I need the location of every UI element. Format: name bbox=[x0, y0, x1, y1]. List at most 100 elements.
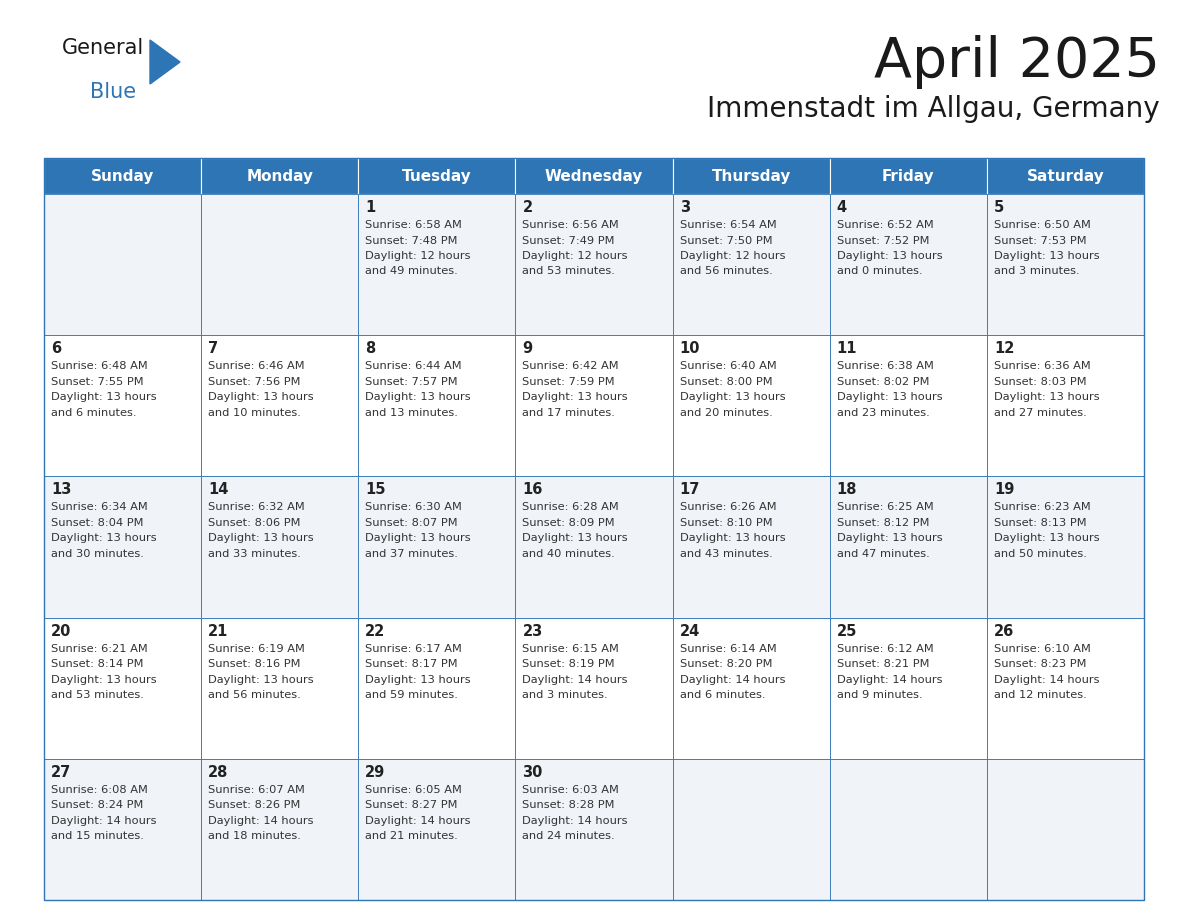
Text: Daylight: 14 hours: Daylight: 14 hours bbox=[51, 816, 157, 826]
Bar bbox=[201, 335, 359, 476]
Text: Sunrise: 6:50 AM: Sunrise: 6:50 AM bbox=[994, 220, 1091, 230]
Text: Sunrise: 6:28 AM: Sunrise: 6:28 AM bbox=[523, 502, 619, 512]
Bar bbox=[44, 759, 201, 900]
Bar bbox=[829, 335, 987, 476]
Text: Daylight: 13 hours: Daylight: 13 hours bbox=[836, 533, 942, 543]
Text: Sunset: 7:48 PM: Sunset: 7:48 PM bbox=[365, 236, 457, 245]
Text: and 17 minutes.: and 17 minutes. bbox=[523, 408, 615, 418]
Text: Sunrise: 6:54 AM: Sunrise: 6:54 AM bbox=[680, 220, 776, 230]
Text: and 53 minutes.: and 53 minutes. bbox=[523, 266, 615, 276]
Text: 24: 24 bbox=[680, 623, 700, 639]
Text: Sunrise: 6:19 AM: Sunrise: 6:19 AM bbox=[208, 644, 305, 654]
Text: and 15 minutes.: and 15 minutes. bbox=[51, 832, 144, 841]
Text: Sunrise: 6:25 AM: Sunrise: 6:25 AM bbox=[836, 502, 934, 512]
Bar bbox=[516, 158, 672, 194]
Text: 28: 28 bbox=[208, 765, 228, 779]
Text: Sunrise: 6:12 AM: Sunrise: 6:12 AM bbox=[836, 644, 934, 654]
Text: and 13 minutes.: and 13 minutes. bbox=[365, 408, 459, 418]
Text: 1: 1 bbox=[365, 200, 375, 215]
Text: 23: 23 bbox=[523, 623, 543, 639]
Text: Sunrise: 6:17 AM: Sunrise: 6:17 AM bbox=[365, 644, 462, 654]
Text: Sunset: 8:20 PM: Sunset: 8:20 PM bbox=[680, 659, 772, 669]
Bar bbox=[201, 618, 359, 759]
Text: 29: 29 bbox=[365, 765, 386, 779]
Bar bbox=[359, 618, 516, 759]
Text: Monday: Monday bbox=[246, 169, 314, 184]
Bar bbox=[829, 194, 987, 335]
Bar bbox=[829, 759, 987, 900]
Text: Daylight: 13 hours: Daylight: 13 hours bbox=[523, 533, 628, 543]
Text: Daylight: 14 hours: Daylight: 14 hours bbox=[523, 816, 628, 826]
Text: Daylight: 12 hours: Daylight: 12 hours bbox=[680, 251, 785, 261]
Text: Sunset: 8:14 PM: Sunset: 8:14 PM bbox=[51, 659, 144, 669]
Text: and 3 minutes.: and 3 minutes. bbox=[994, 266, 1080, 276]
Text: Sunset: 8:24 PM: Sunset: 8:24 PM bbox=[51, 800, 144, 811]
Bar bbox=[829, 158, 987, 194]
Text: Sunset: 8:17 PM: Sunset: 8:17 PM bbox=[365, 659, 457, 669]
Polygon shape bbox=[150, 40, 181, 84]
Bar bbox=[359, 194, 516, 335]
Bar bbox=[672, 476, 829, 618]
Text: and 12 minutes.: and 12 minutes. bbox=[994, 690, 1087, 700]
Text: 6: 6 bbox=[51, 341, 61, 356]
Bar bbox=[829, 476, 987, 618]
Text: Sunset: 7:55 PM: Sunset: 7:55 PM bbox=[51, 376, 144, 386]
Text: Sunrise: 6:56 AM: Sunrise: 6:56 AM bbox=[523, 220, 619, 230]
Text: Sunrise: 6:36 AM: Sunrise: 6:36 AM bbox=[994, 361, 1091, 371]
Text: and 33 minutes.: and 33 minutes. bbox=[208, 549, 301, 559]
Text: Daylight: 13 hours: Daylight: 13 hours bbox=[994, 533, 1099, 543]
Bar bbox=[672, 335, 829, 476]
Bar bbox=[359, 158, 516, 194]
Bar bbox=[516, 618, 672, 759]
Text: 30: 30 bbox=[523, 765, 543, 779]
Text: 21: 21 bbox=[208, 623, 228, 639]
Text: Sunset: 8:27 PM: Sunset: 8:27 PM bbox=[365, 800, 457, 811]
Text: and 23 minutes.: and 23 minutes. bbox=[836, 408, 929, 418]
Bar bbox=[359, 335, 516, 476]
Text: Sunset: 7:57 PM: Sunset: 7:57 PM bbox=[365, 376, 457, 386]
Text: and 49 minutes.: and 49 minutes. bbox=[365, 266, 459, 276]
Text: Sunrise: 6:08 AM: Sunrise: 6:08 AM bbox=[51, 785, 147, 795]
Text: Sunrise: 6:15 AM: Sunrise: 6:15 AM bbox=[523, 644, 619, 654]
Text: and 56 minutes.: and 56 minutes. bbox=[208, 690, 301, 700]
Text: Thursday: Thursday bbox=[712, 169, 791, 184]
Text: 26: 26 bbox=[994, 623, 1015, 639]
Bar bbox=[672, 194, 829, 335]
Text: Daylight: 13 hours: Daylight: 13 hours bbox=[208, 675, 314, 685]
Text: Immenstadt im Allgau, Germany: Immenstadt im Allgau, Germany bbox=[707, 95, 1159, 123]
Text: Daylight: 12 hours: Daylight: 12 hours bbox=[365, 251, 470, 261]
Text: 14: 14 bbox=[208, 482, 228, 498]
Text: and 9 minutes.: and 9 minutes. bbox=[836, 690, 922, 700]
Text: Sunset: 7:50 PM: Sunset: 7:50 PM bbox=[680, 236, 772, 245]
Text: Sunset: 7:59 PM: Sunset: 7:59 PM bbox=[523, 376, 615, 386]
Text: Tuesday: Tuesday bbox=[402, 169, 472, 184]
Text: Saturday: Saturday bbox=[1026, 169, 1105, 184]
Text: Daylight: 13 hours: Daylight: 13 hours bbox=[365, 392, 470, 402]
Bar bbox=[359, 759, 516, 900]
Text: 15: 15 bbox=[365, 482, 386, 498]
Text: Sunrise: 6:26 AM: Sunrise: 6:26 AM bbox=[680, 502, 776, 512]
Bar bbox=[201, 476, 359, 618]
Text: and 30 minutes.: and 30 minutes. bbox=[51, 549, 144, 559]
Text: Sunset: 8:03 PM: Sunset: 8:03 PM bbox=[994, 376, 1087, 386]
Bar bbox=[516, 476, 672, 618]
Text: 5: 5 bbox=[994, 200, 1004, 215]
Text: Sunrise: 6:48 AM: Sunrise: 6:48 AM bbox=[51, 361, 147, 371]
Bar bbox=[987, 194, 1144, 335]
Text: Daylight: 13 hours: Daylight: 13 hours bbox=[208, 533, 314, 543]
Text: 13: 13 bbox=[51, 482, 71, 498]
Text: and 56 minutes.: and 56 minutes. bbox=[680, 266, 772, 276]
Bar bbox=[672, 158, 829, 194]
Bar bbox=[44, 618, 201, 759]
Text: Sunset: 8:07 PM: Sunset: 8:07 PM bbox=[365, 518, 457, 528]
Text: General: General bbox=[62, 38, 144, 58]
Text: Sunset: 8:02 PM: Sunset: 8:02 PM bbox=[836, 376, 929, 386]
Bar bbox=[201, 759, 359, 900]
Bar bbox=[987, 476, 1144, 618]
Text: and 37 minutes.: and 37 minutes. bbox=[365, 549, 459, 559]
Bar bbox=[44, 158, 201, 194]
Text: Daylight: 14 hours: Daylight: 14 hours bbox=[680, 675, 785, 685]
Text: Sunrise: 6:30 AM: Sunrise: 6:30 AM bbox=[365, 502, 462, 512]
Text: Sunrise: 6:46 AM: Sunrise: 6:46 AM bbox=[208, 361, 305, 371]
Text: Daylight: 14 hours: Daylight: 14 hours bbox=[836, 675, 942, 685]
